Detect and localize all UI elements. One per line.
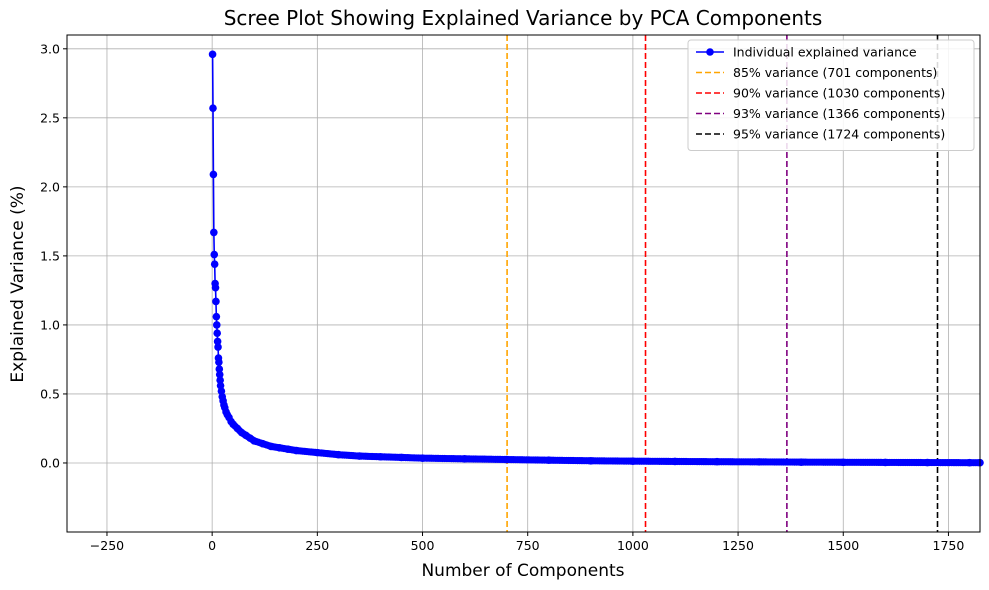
data-point <box>418 454 427 462</box>
data-point <box>213 329 222 338</box>
data-point <box>629 457 637 465</box>
data-point <box>292 446 301 455</box>
legend-item: 85% variance (701 components) <box>696 65 937 80</box>
chart-title: Scree Plot Showing Explained Variance by… <box>224 6 823 30</box>
data-point <box>355 452 364 460</box>
y-tick-label: 0.5 <box>40 386 60 401</box>
data-point <box>215 358 223 366</box>
data-point <box>460 455 469 463</box>
plot-frame <box>66 34 981 533</box>
legend: Individual explained variance 85% varianc… <box>687 39 975 151</box>
data-point <box>215 365 224 373</box>
y-tick-label: 3.0 <box>40 41 60 56</box>
x-axis-ticks: −250 0 250 500 750 1000 1250 1500 1750 <box>90 532 965 553</box>
y-tick-label: 1.0 <box>40 317 60 332</box>
data-point <box>313 448 322 457</box>
data-point <box>212 312 221 321</box>
y-tick-label: 2.5 <box>40 110 60 125</box>
legend-label: 93% variance (1366 components) <box>733 106 945 121</box>
data-point <box>881 458 890 467</box>
legend-item: 90% variance (1030 components) <box>696 86 945 101</box>
x-tick-label: 750 <box>516 538 540 553</box>
x-tick-label: 1250 <box>722 538 754 553</box>
x-tick-label: 500 <box>411 538 435 553</box>
legend-label: 90% variance (1030 components) <box>733 86 945 101</box>
x-tick-label: −250 <box>90 538 124 553</box>
data-point <box>250 437 259 445</box>
legend-item: 93% variance (1366 components) <box>696 106 945 121</box>
data-point <box>209 170 218 179</box>
data-point <box>214 343 222 351</box>
legend-label: 85% variance (701 components) <box>733 65 937 80</box>
data-point <box>755 458 763 466</box>
x-tick-label: 250 <box>305 538 329 553</box>
legend-label: 95% variance (1724 components) <box>733 127 945 142</box>
data-point <box>213 337 222 346</box>
data-point <box>210 228 218 237</box>
legend-marker <box>706 48 714 56</box>
data-point <box>544 456 553 465</box>
legend-label: Individual explained variance <box>733 45 917 60</box>
data-point <box>334 450 343 459</box>
data-point <box>210 260 219 268</box>
x-tick-label: 0 <box>208 538 216 553</box>
x-tick-label: 1000 <box>617 538 649 553</box>
legend-item: 95% variance (1724 components) <box>696 127 945 142</box>
data-point <box>713 457 721 466</box>
data-point <box>212 321 221 329</box>
series-layer <box>208 50 984 467</box>
legend-item: Individual explained variance <box>696 45 917 60</box>
y-axis-ticks: 0.0 0.5 1.0 1.5 2.0 2.5 3.0 <box>40 41 67 470</box>
data-point <box>376 452 385 461</box>
series-marker-band <box>231 422 982 467</box>
data-point <box>797 458 805 466</box>
x-axis-title: Number of Components <box>421 561 624 581</box>
data-point <box>216 376 224 384</box>
data-point <box>211 283 220 292</box>
legend-box <box>687 39 975 151</box>
y-tick-label: 2.0 <box>40 179 60 194</box>
data-point <box>215 370 224 379</box>
y-axis-title: Explained Variance (%) <box>8 185 28 382</box>
x-tick-label: 1750 <box>933 538 965 553</box>
data-point <box>965 458 974 467</box>
data-point <box>587 456 595 465</box>
data-point <box>212 297 220 306</box>
data-point <box>839 458 848 467</box>
data-point <box>267 442 275 451</box>
data-point <box>210 250 219 259</box>
y-tick-label: 1.5 <box>40 248 60 263</box>
data-point <box>258 439 267 448</box>
data-point <box>209 104 217 112</box>
data-point <box>502 455 511 464</box>
x-tick-label: 1500 <box>827 538 859 553</box>
data-point <box>208 50 217 59</box>
data-point <box>923 458 932 467</box>
data-point <box>284 445 292 453</box>
y-tick-label: 0.0 <box>40 455 60 470</box>
data-point <box>275 443 284 452</box>
data-point <box>671 457 679 466</box>
data-point <box>397 453 406 462</box>
